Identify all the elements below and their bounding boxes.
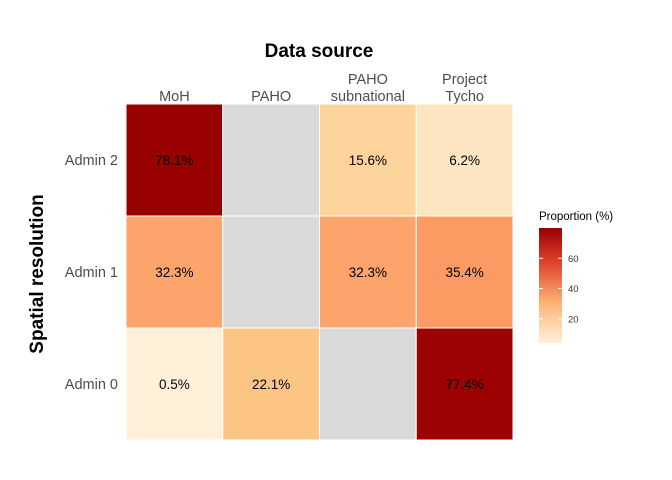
heatmap-cell bbox=[319, 327, 417, 441]
row-label: Admin 2 bbox=[65, 153, 118, 169]
heatmap-cell bbox=[222, 103, 320, 217]
heatmap-cell bbox=[415, 327, 514, 441]
column-label-line: Project bbox=[442, 72, 487, 88]
heatmap-cell bbox=[125, 327, 224, 441]
cell-value-label: 32.3% bbox=[155, 265, 193, 280]
column-label-line: subnational bbox=[331, 89, 405, 105]
cell-value-label: 78.1% bbox=[155, 153, 193, 168]
heatmap-cell bbox=[125, 215, 224, 329]
chart-title: Data source bbox=[265, 41, 374, 62]
heatmap-cell bbox=[222, 327, 320, 441]
heatmap-cell bbox=[319, 215, 417, 329]
column-label-line: PAHO bbox=[348, 72, 388, 88]
column-label-line: PAHO bbox=[251, 89, 291, 105]
cell-value-label: 0.5% bbox=[159, 377, 190, 392]
heatmap-cell bbox=[319, 103, 417, 217]
column-label: PAHO bbox=[251, 89, 291, 105]
column-label: PAHO subnational bbox=[331, 72, 405, 105]
cell-value-label: 32.3% bbox=[349, 265, 387, 280]
row-label: Admin 1 bbox=[65, 265, 118, 281]
cell-value-label: 22.1% bbox=[252, 377, 290, 392]
cell-value-label: 15.6% bbox=[349, 153, 387, 168]
column-label-line: Tycho bbox=[445, 89, 484, 105]
cell-value-label: 35.4% bbox=[445, 265, 483, 280]
legend-title: Proportion (%) bbox=[539, 211, 613, 223]
cell-value-label: 77.4% bbox=[445, 377, 483, 392]
heatmap-cell bbox=[415, 103, 514, 217]
legend-ticks: 20 40 60 bbox=[539, 254, 579, 325]
legend-tick-label: 60 bbox=[568, 254, 579, 265]
legend-tick-label: 20 bbox=[568, 314, 579, 325]
row-labels: Admin 2 Admin 1 Admin 0 bbox=[65, 153, 118, 393]
legend-tick-label: 40 bbox=[568, 284, 579, 295]
color-legend: Proportion (%) 20 40 60 bbox=[539, 211, 613, 343]
heatmap-cell bbox=[222, 215, 320, 329]
heatmap-cells: 78.1% 15.6% 6.2% 32.3% 32.3% 35.4% 0.5% 22.1% 77… bbox=[125, 103, 514, 441]
cell-value-label: 6.2% bbox=[449, 153, 480, 168]
column-label: MoH bbox=[159, 89, 190, 105]
row-label: Admin 0 bbox=[65, 377, 118, 393]
column-label-line: MoH bbox=[159, 89, 190, 105]
legend-colorbar bbox=[539, 228, 562, 343]
heatmap-cell bbox=[415, 215, 514, 329]
heatmap-cell bbox=[125, 103, 224, 217]
column-label: Project Tycho bbox=[442, 72, 487, 105]
y-axis-title: Spatial resolution bbox=[27, 194, 48, 353]
